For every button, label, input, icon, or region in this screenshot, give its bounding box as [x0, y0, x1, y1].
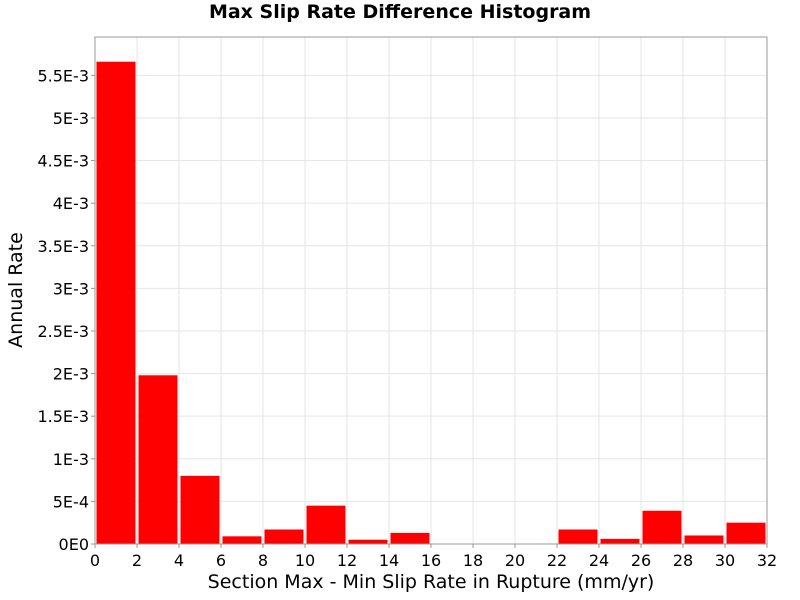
- bar-11: [558, 529, 598, 544]
- x-tick-label: 18: [463, 551, 483, 570]
- x-tick-label: 14: [379, 551, 399, 570]
- x-tick-label: 32: [757, 551, 777, 570]
- y-tick-label: 5E-3: [53, 109, 89, 128]
- x-tick-label: 10: [295, 551, 315, 570]
- x-tick-label: 26: [631, 551, 651, 570]
- x-tick-label: 20: [505, 551, 525, 570]
- x-tick-label: 16: [421, 551, 441, 570]
- bar-3: [222, 536, 262, 544]
- y-tick-label: 1E-3: [53, 450, 89, 469]
- bar-13: [642, 510, 682, 544]
- y-tick-label: 3E-3: [53, 279, 89, 298]
- bars: [96, 61, 766, 544]
- bar-2: [180, 475, 220, 544]
- x-axis: 0 2 4 6 8 10 12 14 16 18 20 22 24 26 28 30 32: [90, 544, 777, 570]
- y-tick-label: 2E-3: [53, 365, 89, 384]
- x-tick-label: 4: [174, 551, 184, 570]
- y-axis: 0E0 5E-4 1E-3 1.5E-3 2E-3 2.5E-3 3E-3 3.5E-3 4E-…: [37, 66, 95, 554]
- y-tick-label: 2.5E-3: [37, 322, 89, 341]
- x-tick-label: 22: [547, 551, 567, 570]
- y-tick-label: 4E-3: [53, 194, 89, 213]
- x-tick-label: 24: [589, 551, 609, 570]
- bar-7: [390, 532, 430, 544]
- x-tick-label: 8: [258, 551, 268, 570]
- bar-1: [138, 375, 178, 544]
- x-tick-label: 0: [90, 551, 100, 570]
- x-tick-label: 30: [715, 551, 735, 570]
- y-tick-label: 5E-4: [53, 492, 89, 511]
- bar-0: [96, 61, 136, 544]
- x-tick-label: 28: [673, 551, 693, 570]
- bar-5: [306, 505, 346, 544]
- chart-title: Max Slip Rate Difference Histogram: [208, 1, 592, 23]
- x-tick-label: 6: [216, 551, 226, 570]
- y-tick-label: 0E0: [59, 535, 89, 554]
- y-axis-label: Annual Rate: [5, 232, 27, 348]
- y-tick-label: 5.5E-3: [37, 66, 89, 85]
- x-axis-label: Section Max - Min Slip Rate in Rupture (…: [207, 571, 655, 593]
- bar-12: [600, 538, 640, 544]
- bar-14: [684, 535, 724, 544]
- bar-15: [726, 522, 766, 544]
- x-tick-label: 2: [132, 551, 142, 570]
- y-tick-label: 4.5E-3: [37, 152, 89, 171]
- x-tick-label: 12: [337, 551, 357, 570]
- bar-4: [264, 529, 304, 544]
- y-tick-label: 3.5E-3: [37, 237, 89, 256]
- y-tick-label: 1.5E-3: [37, 407, 89, 426]
- bar-6: [348, 539, 388, 544]
